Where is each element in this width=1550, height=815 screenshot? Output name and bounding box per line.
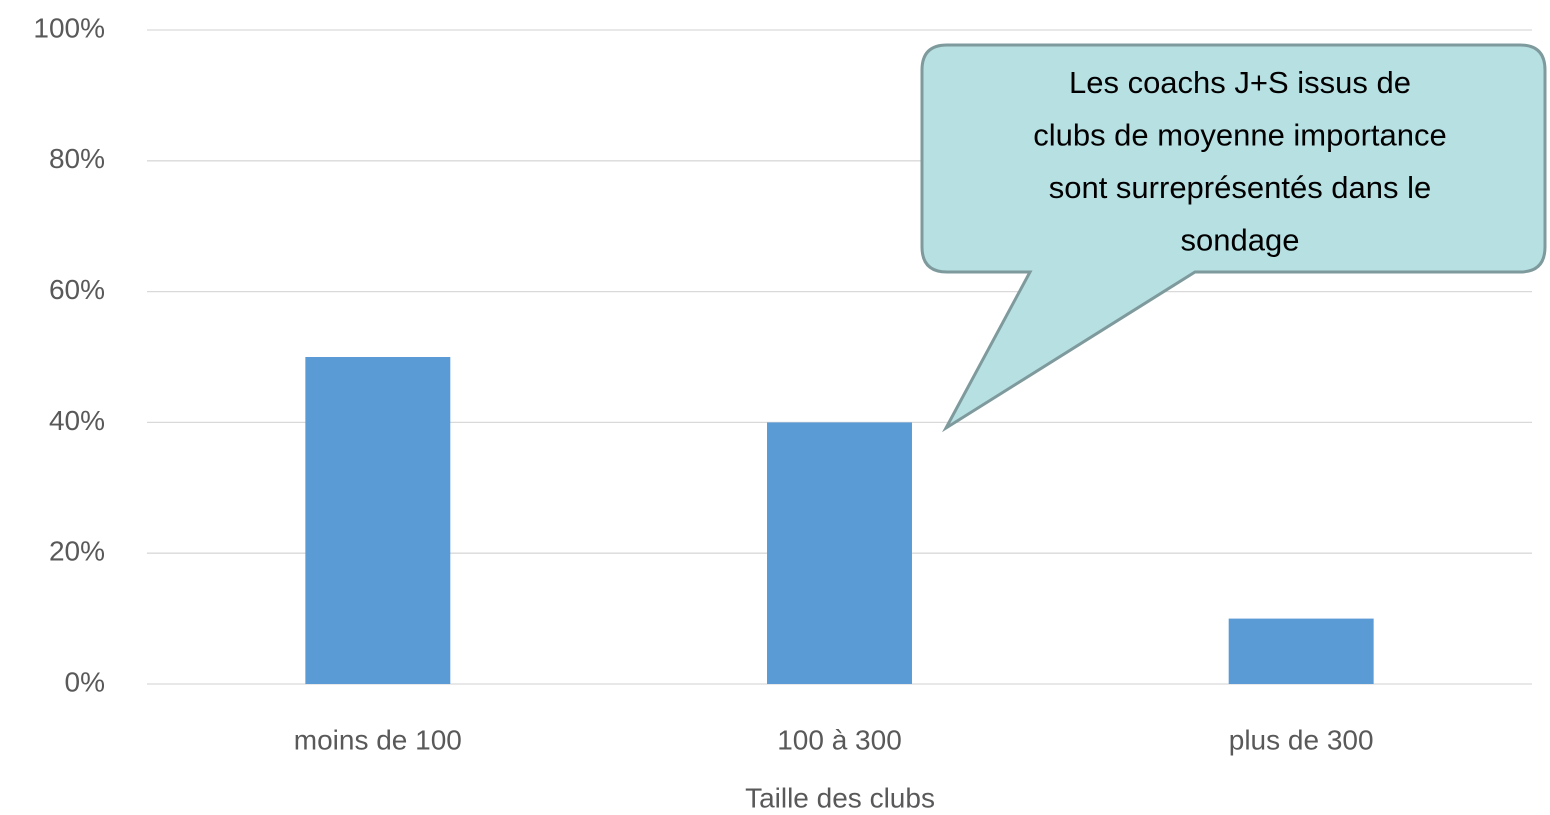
callout-text: clubs de moyenne importance — [1033, 118, 1447, 153]
bar — [767, 422, 912, 684]
y-tick-label: 60% — [49, 274, 105, 305]
callout-text: sondage — [1181, 223, 1300, 258]
y-tick-label: 20% — [49, 536, 105, 567]
callout — [920, 43, 1547, 433]
bar — [1228, 618, 1374, 684]
y-tick-label: 100% — [33, 12, 105, 43]
x-tick-label: moins de 100 — [294, 724, 462, 755]
x-tick-label: 100 à 300 — [777, 724, 902, 755]
bar — [305, 357, 451, 684]
y-tick-label: 80% — [49, 143, 105, 174]
x-axis-label: Taille des clubs — [745, 782, 935, 813]
callout-text: sont surreprésentés dans le — [1049, 170, 1432, 205]
callout-text: Les coachs J+S issus de — [1069, 65, 1411, 100]
y-tick-label: 40% — [49, 405, 105, 436]
x-tick-label: plus de 300 — [1229, 724, 1374, 755]
y-tick-label: 0% — [65, 666, 105, 697]
